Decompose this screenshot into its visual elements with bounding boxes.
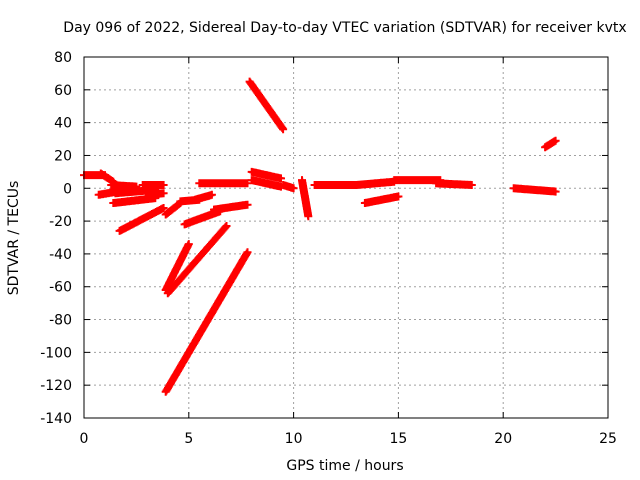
data-segment [111, 185, 160, 198]
data-point-markers [245, 77, 288, 134]
data-point-markers [310, 181, 361, 189]
data-point-markers [111, 185, 160, 198]
data-segment [360, 192, 403, 207]
data-segment [161, 240, 193, 294]
plot-frame [83, 56, 609, 419]
y-tick-label: -60 [49, 280, 72, 296]
data-point-markers [432, 179, 476, 189]
data-segment [541, 136, 560, 152]
y-tick-label: -20 [49, 214, 72, 230]
data-point-markers [247, 176, 285, 191]
data-point-markers [352, 177, 399, 189]
y-tick-label: 0 [63, 181, 72, 197]
data-point-markers [298, 176, 313, 221]
data-point-markers [138, 181, 168, 189]
y-tick-label: -40 [49, 247, 72, 263]
data-segment [191, 190, 216, 204]
data-series [80, 77, 560, 396]
y-tick-label: -100 [40, 345, 72, 361]
data-point-markers [195, 179, 252, 188]
data-segment [115, 204, 168, 235]
data-segment [247, 176, 285, 191]
axis-ticks [83, 56, 609, 419]
data-segment [107, 181, 141, 191]
data-segment [352, 177, 399, 189]
chart-title: Day 096 of 2022, Sidereal Day-to-day VTE… [63, 20, 626, 36]
x-tick-label: 5 [184, 431, 193, 447]
x-tick-label: 10 [285, 431, 303, 447]
data-point-markers [161, 240, 193, 294]
data-segment [210, 200, 252, 214]
data-segment [245, 77, 288, 134]
data-point-markers [247, 167, 285, 183]
y-tick-labels: 80 60 40 20 0 -20 -40 -60 -80 -100 -120 -140 [40, 50, 72, 427]
data-point-markers [107, 181, 141, 191]
data-point-markers [115, 204, 168, 235]
y-tick-label: 40 [54, 116, 72, 132]
y-tick-label: -120 [40, 378, 72, 394]
x-tick-labels: 0 5 10 15 20 25 [80, 431, 617, 447]
x-tick-label: 0 [80, 431, 89, 447]
x-axis-label: GPS time / hours [286, 458, 403, 474]
data-point-markers [163, 222, 231, 298]
data-segment [310, 181, 361, 189]
data-point-markers [360, 192, 403, 207]
data-point-markers [279, 181, 298, 193]
data-segment [145, 189, 168, 199]
data-segment [163, 222, 231, 298]
y-tick-label: -80 [49, 313, 72, 329]
data-point-markers [210, 200, 252, 214]
data-point-markers [145, 189, 168, 199]
x-tick-label: 25 [599, 431, 617, 447]
y-tick-label: 60 [54, 83, 72, 99]
y-tick-label: 20 [54, 148, 72, 164]
data-segment [298, 176, 313, 221]
data-point-markers [191, 190, 216, 204]
data-segment [509, 184, 560, 196]
data-point-markers [161, 199, 185, 219]
data-segment [195, 179, 252, 188]
data-point-markers [541, 136, 560, 152]
x-tick-label: 15 [389, 431, 407, 447]
data-segment [247, 167, 285, 183]
y-tick-label: -140 [40, 411, 72, 427]
data-segment [279, 181, 298, 193]
y-tick-label: 80 [54, 50, 72, 66]
data-point-markers [161, 248, 252, 396]
data-segment [161, 199, 185, 219]
data-point-markers [509, 184, 560, 196]
y-axis-label: SDTVAR / TECUs [6, 181, 22, 296]
data-segment [138, 181, 168, 189]
data-segment [161, 248, 252, 396]
x-tick-label: 20 [494, 431, 512, 447]
data-segment [432, 179, 476, 189]
